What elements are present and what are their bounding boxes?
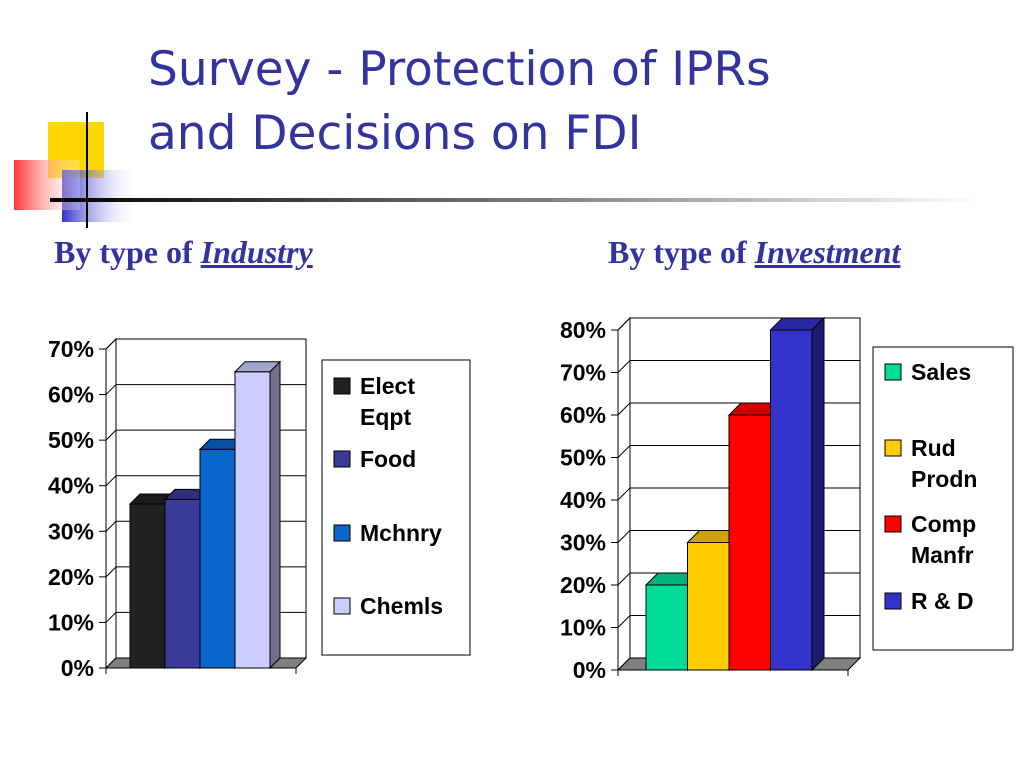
y-tick-label: 60% [560, 402, 606, 428]
legend-label: Chemls [360, 593, 443, 619]
bar-side [811, 316, 825, 672]
y-tick-label: 50% [560, 445, 606, 471]
y-tick-label: 40% [48, 473, 94, 499]
legend-label: Manfr [911, 542, 974, 568]
subhead-investment: By type of Investment [608, 234, 900, 271]
subhead-investment-emph: Investment [754, 234, 901, 270]
bar [769, 316, 826, 672]
bar-front [687, 542, 730, 671]
legend-label: Comp [911, 511, 976, 537]
y-tick-label: 20% [48, 564, 94, 590]
legend-label: R & D [911, 588, 974, 614]
bar-front [234, 371, 271, 669]
bar [233, 360, 282, 670]
legend-swatch [884, 592, 902, 610]
legend-label: Sales [911, 359, 971, 385]
gridline [105, 338, 306, 350]
y-tick-label: 10% [560, 615, 606, 641]
subhead-industry-emph: Industry [200, 234, 313, 270]
y-tick-label: 70% [560, 360, 606, 386]
legend-swatch [884, 515, 902, 533]
subhead-industry-prefix: By type of [54, 234, 193, 270]
y-tick-label: 10% [48, 609, 94, 635]
y-tick-label: 0% [61, 655, 94, 681]
bar-front [645, 584, 688, 671]
y-tick-label: 20% [560, 572, 606, 598]
legend-label: Food [360, 446, 416, 472]
bar-front [770, 329, 813, 671]
title-line-2: and Decisions on FDI [148, 106, 642, 161]
bar-front [728, 414, 771, 671]
y-tick-label: 80% [560, 317, 606, 343]
legend-label: Rud [911, 435, 956, 461]
legend-label: Eqpt [360, 404, 411, 430]
legend-label: Elect [360, 373, 415, 399]
legend-swatch [884, 363, 902, 381]
title-line-1: Survey - Protection of IPRs [148, 42, 771, 97]
legend-swatch [333, 450, 351, 468]
legend-label: Mchnry [360, 520, 442, 546]
y-tick-label: 0% [573, 657, 606, 683]
legend-swatch [884, 439, 902, 457]
slide-title: Survey - Protection of IPRs and Decision… [148, 38, 988, 166]
legend-swatch [333, 377, 351, 395]
corner-decoration [14, 112, 140, 228]
y-tick-label: 50% [48, 427, 94, 453]
legend-swatch [333, 597, 351, 615]
subhead-industry: By type of Industry [54, 234, 313, 271]
subhead-investment-prefix: By type of [608, 234, 747, 270]
legend-swatch [333, 524, 351, 542]
bar-side [269, 360, 281, 670]
y-tick-label: 40% [560, 487, 606, 513]
y-tick-label: 30% [560, 530, 606, 556]
y-tick-label: 70% [48, 336, 94, 362]
y-tick-label: 30% [48, 518, 94, 544]
legend-label: Prodn [911, 466, 977, 492]
y-tick-label: 60% [48, 382, 94, 408]
